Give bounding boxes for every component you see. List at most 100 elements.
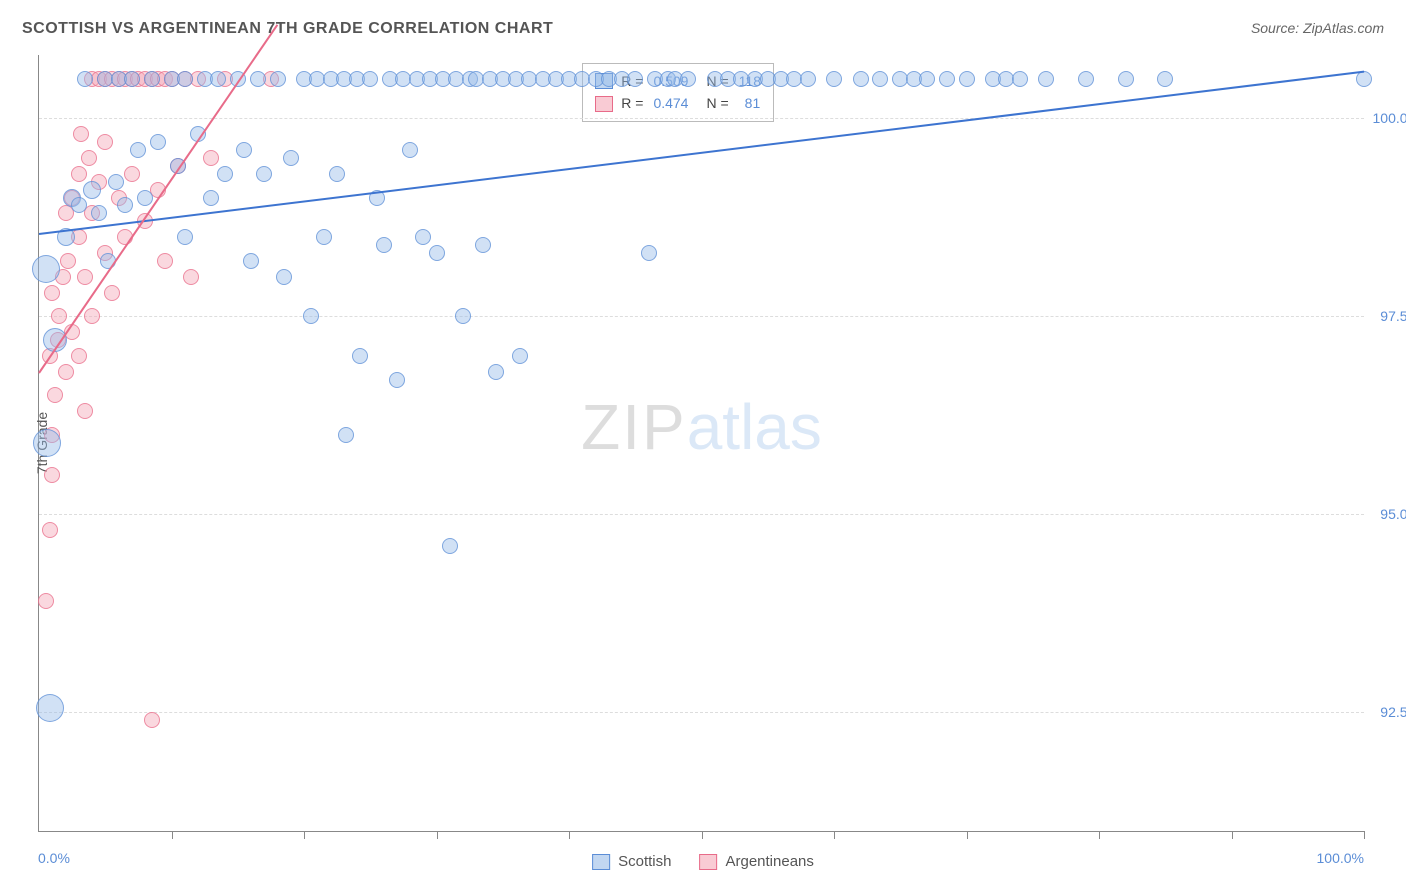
data-point-scottish — [77, 71, 93, 87]
data-point-scottish — [352, 348, 368, 364]
data-point-scottish — [283, 150, 299, 166]
chart-title: SCOTTISH VS ARGENTINEAN 7TH GRADE CORREL… — [22, 20, 553, 38]
data-point-argentinean — [124, 166, 140, 182]
data-point-scottish — [117, 197, 133, 213]
data-point-scottish — [236, 142, 252, 158]
data-point-argentinean — [58, 364, 74, 380]
data-point-scottish — [243, 253, 259, 269]
data-point-scottish — [108, 174, 124, 190]
data-point-scottish — [83, 181, 101, 199]
data-point-scottish — [429, 245, 445, 261]
data-point-scottish — [329, 166, 345, 182]
gridline — [39, 118, 1364, 119]
data-point-argentinean — [203, 150, 219, 166]
n-value: 81 — [745, 92, 761, 114]
data-point-argentinean — [183, 269, 199, 285]
data-point-scottish — [177, 71, 193, 87]
data-point-scottish — [338, 427, 354, 443]
data-point-scottish — [203, 190, 219, 206]
data-point-scottish — [1012, 71, 1028, 87]
data-point-argentinean — [104, 285, 120, 301]
series-legend: Scottish Argentineans — [592, 853, 814, 870]
data-point-scottish — [455, 308, 471, 324]
data-point-argentinean — [73, 126, 89, 142]
watermark: ZIPatlas — [581, 390, 822, 464]
x-tick — [967, 831, 968, 839]
data-point-argentinean — [81, 150, 97, 166]
x-tick — [304, 831, 305, 839]
data-point-scottish — [124, 71, 140, 87]
legend-item-scottish: Scottish — [592, 853, 671, 870]
data-point-argentinean — [71, 348, 87, 364]
data-point-argentinean — [97, 134, 113, 150]
data-point-scottish — [475, 237, 491, 253]
data-point-scottish — [512, 348, 528, 364]
n-label: N = — [706, 92, 728, 114]
data-point-scottish — [1118, 71, 1134, 87]
y-tick-label: 100.0% — [1370, 110, 1406, 126]
data-point-scottish — [442, 538, 458, 554]
legend-row-argentinean: R = 0.474 N = 81 — [595, 92, 761, 114]
r-label: R = — [621, 92, 643, 114]
data-point-scottish — [872, 71, 888, 87]
data-point-scottish — [217, 166, 233, 182]
gridline — [39, 514, 1364, 515]
data-point-scottish — [33, 429, 61, 457]
data-point-argentinean — [84, 308, 100, 324]
data-point-argentinean — [51, 308, 67, 324]
data-point-scottish — [641, 245, 657, 261]
x-tick — [437, 831, 438, 839]
source-label: Source: ZipAtlas.com — [1251, 20, 1384, 36]
data-point-scottish — [130, 142, 146, 158]
data-point-scottish — [389, 372, 405, 388]
data-point-scottish — [362, 71, 378, 87]
data-point-scottish — [1038, 71, 1054, 87]
data-point-scottish — [91, 205, 107, 221]
gridline — [39, 316, 1364, 317]
data-point-argentinean — [77, 403, 93, 419]
data-point-scottish — [415, 229, 431, 245]
x-tick-label-min: 0.0% — [38, 850, 70, 866]
data-point-scottish — [36, 694, 64, 722]
data-point-scottish — [627, 71, 643, 87]
data-point-scottish — [250, 71, 266, 87]
data-point-scottish — [276, 269, 292, 285]
data-point-scottish — [1078, 71, 1094, 87]
data-point-scottish — [210, 71, 226, 87]
data-point-scottish — [376, 237, 392, 253]
x-tick — [172, 831, 173, 839]
data-point-argentinean — [144, 712, 160, 728]
data-point-scottish — [488, 364, 504, 380]
swatch-blue-icon — [592, 854, 610, 870]
data-point-argentinean — [77, 269, 93, 285]
data-point-argentinean — [44, 285, 60, 301]
data-point-scottish — [150, 134, 166, 150]
y-tick-label: 97.5% — [1370, 308, 1406, 324]
data-point-scottish — [680, 71, 696, 87]
data-point-scottish — [826, 71, 842, 87]
data-point-scottish — [959, 71, 975, 87]
data-point-scottish — [853, 71, 869, 87]
watermark-zip: ZIP — [581, 391, 687, 463]
data-point-scottish — [303, 308, 319, 324]
data-point-scottish — [256, 166, 272, 182]
data-point-argentinean — [47, 387, 63, 403]
data-point-scottish — [316, 229, 332, 245]
data-point-argentinean — [44, 467, 60, 483]
gridline — [39, 712, 1364, 713]
data-point-argentinean — [60, 253, 76, 269]
data-point-scottish — [71, 197, 87, 213]
x-tick — [1232, 831, 1233, 839]
legend-item-argentinean: Argentineans — [699, 853, 813, 870]
data-point-scottish — [144, 71, 160, 87]
data-point-scottish — [1157, 71, 1173, 87]
data-point-scottish — [270, 71, 286, 87]
data-point-scottish — [800, 71, 816, 87]
y-tick-label: 92.5% — [1370, 704, 1406, 720]
legend-label: Scottish — [618, 853, 671, 870]
chart-area: ZIPatlas 7th Grade R = 0.509 N = 118 R =… — [38, 55, 1364, 832]
swatch-pink-icon — [595, 96, 613, 112]
y-tick-label: 95.0% — [1370, 506, 1406, 522]
x-tick — [569, 831, 570, 839]
header: SCOTTISH VS ARGENTINEAN 7TH GRADE CORREL… — [22, 20, 1384, 38]
